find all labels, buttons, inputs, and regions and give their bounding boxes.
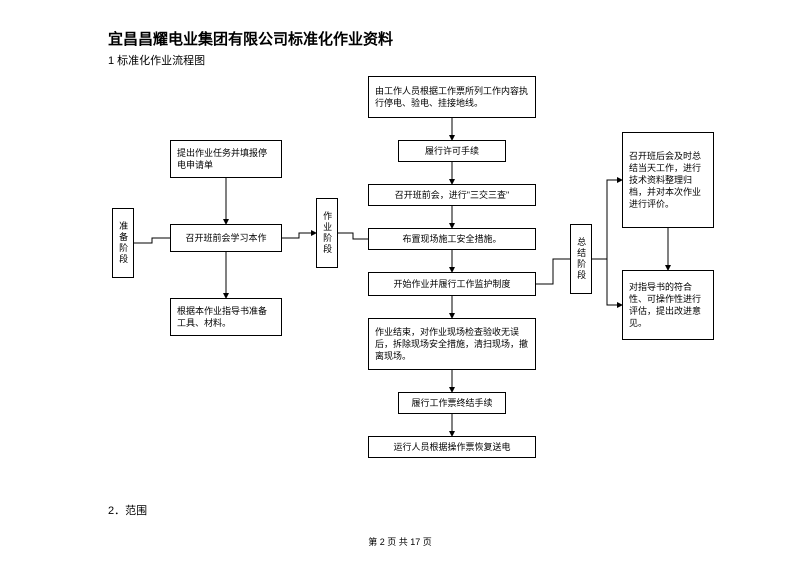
section-1-subtitle: 1 标准化作业流程图: [108, 52, 205, 68]
flow-node-p2c: 召开班前会，进行"三交三查": [368, 184, 536, 206]
flow-node-p1a: 提出作业任务并填报停电申请单: [170, 140, 282, 178]
flow-node-phase2: 作业阶段: [316, 198, 338, 268]
flow-node-p3b: 对指导书的符合性、可操作性进行评估，提出改进意见。: [622, 270, 714, 340]
page-title: 宜昌昌耀电业集团有限公司标准化作业资料: [108, 28, 393, 49]
flow-node-p2b: 履行许可手续: [398, 140, 506, 162]
flow-node-p2g: 履行工作票终结手续: [398, 392, 506, 414]
flow-node-phase3: 总结阶段: [570, 224, 592, 294]
flow-node-p2f: 作业结束，对作业现场检查验收无误后，拆除现场安全措施，清扫现场，撤离现场。: [368, 318, 536, 370]
flow-node-p1c: 根据本作业指导书准备工具、材料。: [170, 298, 282, 336]
flow-node-p1b: 召开班前会学习本作: [170, 224, 282, 252]
page-footer: 第 2 页 共 17 页: [0, 535, 800, 548]
flow-node-p2e: 开始作业并履行工作监护制度: [368, 272, 536, 296]
flow-node-p2h: 运行人员根据操作票恢复送电: [368, 436, 536, 458]
section-2-title: 2．范围: [108, 502, 147, 518]
flow-node-p3a: 召开班后会及时总结当天工作，进行技术资料整理归档，并对本次作业进行评价。: [622, 132, 714, 228]
flow-node-phase1: 准备阶段: [112, 208, 134, 278]
flow-node-p2a: 由工作人员根据工作票所列工作内容执行停电、验电、挂接地线。: [368, 76, 536, 118]
flow-node-p2d: 布置现场施工安全措施。: [368, 228, 536, 250]
